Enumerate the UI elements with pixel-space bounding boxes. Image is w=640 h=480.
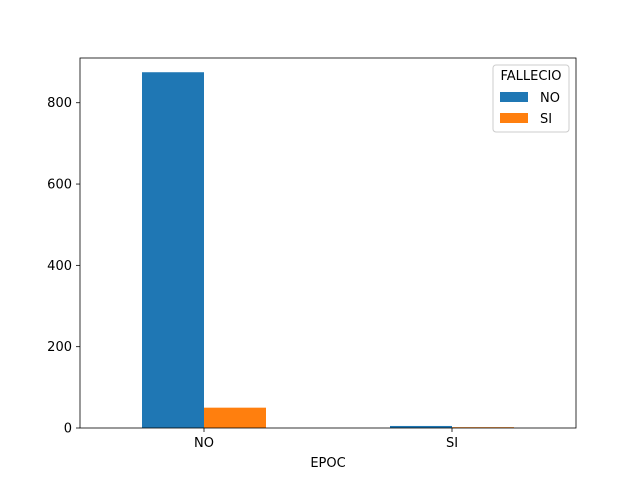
plot-frame <box>79 57 577 429</box>
x-axis: NO SI <box>194 428 458 451</box>
y-tick-label: 600 <box>47 178 72 193</box>
y-tick-label: 200 <box>47 340 72 355</box>
legend-swatch-si <box>500 113 528 123</box>
legend-title: FALLECIO <box>500 69 561 84</box>
legend-label-si: SI <box>540 112 552 127</box>
bars-group <box>142 72 514 428</box>
y-tick-label: 0 <box>64 422 72 437</box>
x-axis-label: EPOC <box>310 456 345 471</box>
x-tick-label: NO <box>194 436 214 451</box>
x-tick-label: SI <box>446 436 458 451</box>
y-tick-label: 800 <box>47 96 72 111</box>
bar-si-si <box>452 427 514 428</box>
legend-label-no: NO <box>540 91 560 106</box>
y-tick-label: 400 <box>47 259 72 274</box>
legend-swatch-no <box>500 92 528 102</box>
bar-no-si <box>204 407 266 428</box>
bar-si-no <box>390 425 452 428</box>
y-axis: 0 200 400 600 800 <box>47 96 80 437</box>
legend: FALLECIO NO SI <box>492 64 570 133</box>
bar-no-no <box>142 72 204 428</box>
